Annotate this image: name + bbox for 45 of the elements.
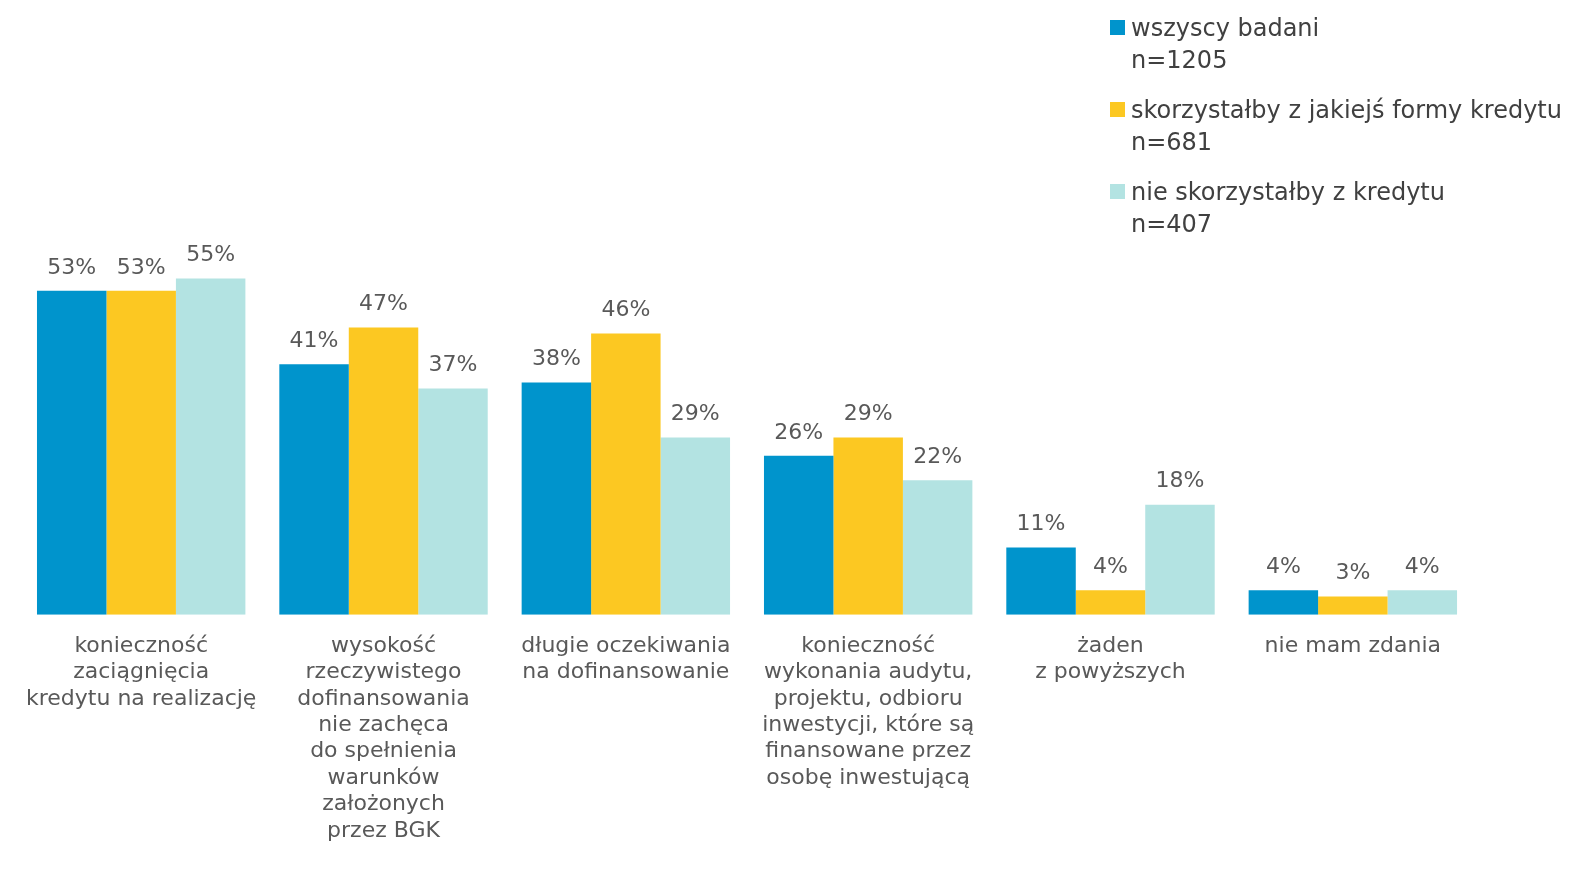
data-label: 29% bbox=[843, 400, 893, 426]
data-label: 53% bbox=[47, 253, 97, 279]
bar bbox=[902, 480, 973, 615]
data-label: 4% bbox=[1093, 553, 1128, 579]
bar bbox=[763, 455, 834, 615]
data-label: 41% bbox=[289, 326, 339, 352]
bar bbox=[175, 278, 246, 615]
data-label: 47% bbox=[359, 290, 408, 316]
x-tick-label: nie mam zdania bbox=[1264, 631, 1442, 657]
x-tick-label: wysokość rzeczywistego dofinansowania nie zachęca do spełnienia warunków założonych przez BGK bbox=[297, 631, 470, 842]
bar bbox=[660, 437, 731, 615]
bar bbox=[833, 437, 903, 615]
bar bbox=[418, 388, 488, 615]
data-label: 22% bbox=[913, 443, 963, 469]
data-label: 37% bbox=[428, 351, 478, 377]
bar bbox=[279, 364, 349, 615]
x-tick-label: żaden z powyższych bbox=[1035, 631, 1186, 684]
bar bbox=[36, 290, 107, 615]
bar bbox=[106, 290, 176, 615]
bar bbox=[348, 327, 419, 615]
data-label: 38% bbox=[531, 345, 581, 371]
bar bbox=[1387, 590, 1458, 615]
data-label: 53% bbox=[116, 253, 166, 279]
bar bbox=[1318, 596, 1388, 615]
data-label: 55% bbox=[186, 241, 236, 267]
legend-label: wszyscy badani n=1205 bbox=[1131, 13, 1320, 76]
data-label: 3% bbox=[1335, 559, 1371, 585]
legend-label: skorzystałby z jakiejś formy kredytu n=681 bbox=[1131, 95, 1562, 158]
data-label: 4% bbox=[1265, 553, 1301, 579]
data-label: 26% bbox=[774, 418, 824, 444]
legend-label: nie skorzystałby z kredytu n=407 bbox=[1131, 177, 1445, 240]
bar bbox=[1006, 547, 1076, 615]
bar bbox=[1248, 590, 1319, 615]
data-label: 46% bbox=[601, 296, 651, 322]
x-tick-label: konieczność zaciągnięcia kredytu na realizację bbox=[25, 631, 257, 710]
bar bbox=[521, 382, 592, 615]
x-tick-label: konieczność wykonania audytu, projektu, odbioru inwestycji, które są finansowane przez osobę inwestującą bbox=[762, 631, 975, 789]
data-label: 4% bbox=[1404, 553, 1440, 579]
bar bbox=[1075, 590, 1146, 615]
data-label: 18% bbox=[1155, 467, 1205, 493]
bar bbox=[591, 333, 661, 615]
bar bbox=[1145, 504, 1215, 615]
data-label: 11% bbox=[1016, 510, 1066, 536]
data-label: 29% bbox=[670, 400, 720, 426]
x-tick-label: długie oczekiwania na dofinansowanie bbox=[521, 631, 731, 684]
